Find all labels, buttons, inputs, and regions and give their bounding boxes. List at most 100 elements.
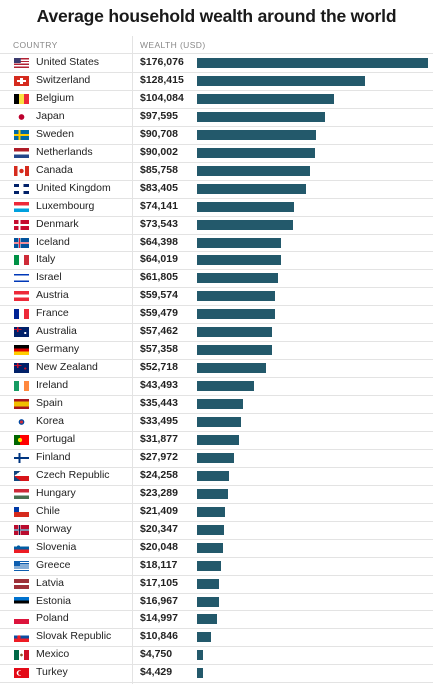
value-label: $74,141 (140, 199, 178, 212)
table-row: Austria $59,574 (0, 287, 433, 305)
table-row: Finland $27,972 (0, 449, 433, 467)
table-row: Czech Republic $24,258 (0, 467, 433, 485)
table-row: Portugal $31,877 (0, 431, 433, 449)
row-divider (0, 107, 433, 109)
value-label: $104,084 (140, 91, 184, 104)
value-label: $23,289 (140, 486, 178, 499)
flag-hu-icon (14, 488, 29, 499)
country-label: United Kingdom (36, 181, 111, 194)
country-column-header: COUNTRY (13, 40, 58, 50)
row-divider (0, 323, 433, 325)
bar (197, 470, 229, 481)
row-divider (0, 520, 433, 522)
value-label: $59,479 (140, 307, 178, 320)
flag-pt-icon (14, 434, 29, 445)
flag-si-icon (14, 542, 29, 553)
value-label: $33,495 (140, 415, 178, 427)
country-label: Chile (36, 504, 60, 517)
country-label: Australia (36, 325, 77, 338)
bar (197, 542, 224, 553)
row-divider (0, 556, 433, 558)
row-divider (0, 395, 433, 397)
bar (197, 452, 234, 463)
table-row: Slovak Republic $10,846 (0, 628, 433, 646)
value-label: $4,750 (140, 648, 173, 661)
row-divider (0, 197, 433, 199)
row-divider (0, 448, 433, 450)
table-row: Mexico $4,750 (0, 646, 433, 664)
country-label: Portugal (36, 432, 76, 445)
country-label: Spain (36, 397, 63, 410)
bar (197, 93, 334, 104)
country-label: Korea (36, 415, 65, 427)
country-label: Hungary (36, 486, 76, 499)
value-label: $31,877 (140, 432, 178, 445)
country-label: Finland (36, 450, 71, 463)
value-label: $52,718 (140, 361, 178, 374)
flag-it-icon (14, 255, 29, 266)
row-divider (0, 341, 433, 343)
bar (197, 201, 295, 212)
table-row: Japan $97,595 (0, 108, 433, 126)
table-row: Canada $85,758 (0, 162, 433, 180)
table-row: Ireland $43,493 (0, 377, 433, 395)
value-label: $83,405 (140, 181, 178, 194)
flag-is-icon (14, 237, 29, 248)
flag-fi-icon (14, 452, 29, 463)
bar (197, 488, 228, 499)
country-label: Canada (36, 163, 73, 176)
country-label: Denmark (36, 217, 79, 230)
table-row: Australia $57,462 (0, 323, 433, 341)
row-divider (0, 592, 433, 594)
country-label: Austria (36, 289, 69, 302)
value-label: $4,429 (140, 666, 173, 679)
flag-pl-icon (14, 614, 29, 625)
country-label: Turkey (36, 666, 68, 679)
flag-au-icon (14, 327, 29, 338)
bar (197, 111, 326, 122)
flag-ie-icon (14, 381, 29, 392)
table-row: Spain $35,443 (0, 395, 433, 413)
bar (197, 183, 307, 194)
flag-il-icon (14, 273, 29, 284)
bar (197, 237, 282, 248)
bar (197, 327, 273, 338)
value-label: $59,574 (140, 289, 178, 302)
row-divider (0, 538, 433, 540)
bar (197, 399, 244, 410)
flag-fr-icon (14, 309, 29, 320)
value-label: $73,543 (140, 217, 178, 230)
bar (197, 650, 204, 661)
row-divider (0, 682, 433, 684)
value-label: $20,347 (140, 522, 178, 535)
bar (197, 381, 255, 392)
country-label: Slovenia (36, 540, 77, 553)
table-row: Estonia $16,967 (0, 593, 433, 611)
table-row: Italy $64,019 (0, 251, 433, 269)
flag-cz-icon (14, 470, 29, 481)
value-label: $64,398 (140, 235, 178, 248)
flag-dk-icon (14, 219, 29, 230)
value-label: $14,997 (140, 612, 178, 625)
country-label: Iceland (36, 235, 70, 248)
bar (197, 417, 241, 427)
value-label: $24,258 (140, 468, 178, 481)
row-divider (0, 484, 433, 486)
bar (197, 578, 220, 589)
table-row: Germany $57,358 (0, 341, 433, 359)
bar (197, 560, 221, 571)
value-label: $85,758 (140, 163, 178, 176)
row-divider (0, 89, 433, 91)
value-label: $18,117 (140, 558, 178, 571)
row-divider (0, 215, 433, 217)
row-divider (0, 664, 433, 666)
table-row: United Kingdom $83,405 (0, 180, 433, 198)
bar (197, 58, 428, 68)
flag-be-icon (14, 93, 29, 104)
flag-lv-icon (14, 578, 29, 589)
table-row: Netherlands $90,002 (0, 144, 433, 162)
flag-ch-icon (14, 75, 29, 86)
bar (197, 345, 273, 356)
flag-ee-icon (14, 596, 29, 607)
table-row: Switzerland $128,415 (0, 72, 433, 90)
